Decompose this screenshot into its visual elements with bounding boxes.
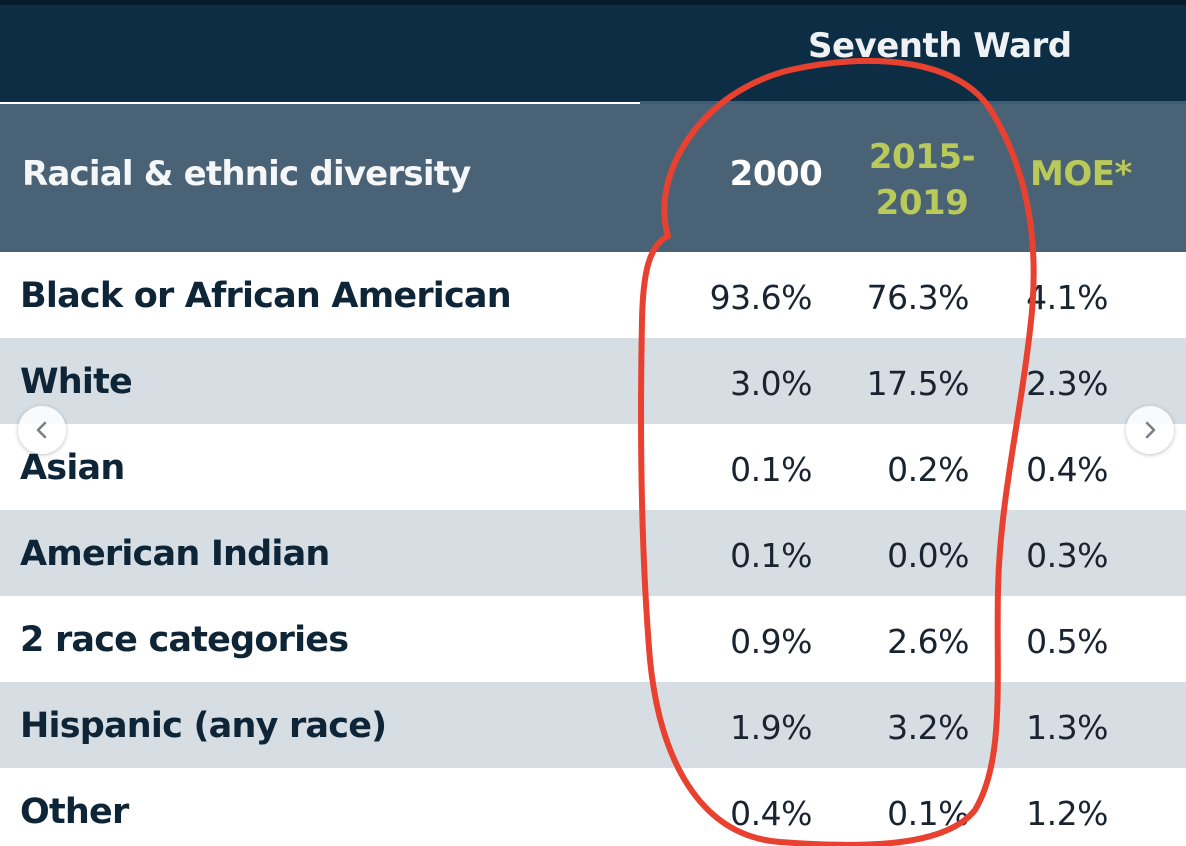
cell-2000: 3.0% xyxy=(730,364,812,403)
carousel-next-button[interactable] xyxy=(1126,406,1174,454)
carousel-prev-button[interactable] xyxy=(18,406,66,454)
cell-2000: 0.4% xyxy=(730,794,812,833)
cell-moe: 0.5% xyxy=(1026,622,1108,661)
table-row: Hispanic (any race) 1.9% 3.2% 1.3% xyxy=(0,682,1186,768)
cell-2015-2019: 17.5% xyxy=(866,364,970,403)
column-header-2015-2019-text: 2015- 2019 xyxy=(868,137,976,223)
cell-2000: 0.1% xyxy=(730,536,812,575)
cell-moe: 0.3% xyxy=(1026,536,1108,575)
cell-2000: 1.9% xyxy=(730,708,812,747)
cell-2015-2019: 0.2% xyxy=(887,450,969,489)
cell-2015-2019: 76.3% xyxy=(866,278,970,317)
column-header-2015-2019: 2015- 2019 xyxy=(852,134,992,226)
cell-moe: 0.4% xyxy=(1026,450,1108,489)
column-header-2000: 2000 xyxy=(729,154,823,194)
table-row: Other 0.4% 0.1% 1.2% xyxy=(0,768,1186,846)
row-label: White xyxy=(20,362,133,402)
row-header-label: Racial & ethnic diversity xyxy=(22,154,471,194)
group-header-title: Seventh Ward xyxy=(808,26,1072,66)
cell-2015-2019: 2.6% xyxy=(887,622,969,661)
cell-moe: 1.3% xyxy=(1026,708,1108,747)
table-row: White 3.0% 17.5% 2.3% xyxy=(0,338,1186,424)
table-row: 2 race categories 0.9% 2.6% 0.5% xyxy=(0,596,1186,682)
group-header-band xyxy=(0,0,1186,102)
cell-2000: 93.6% xyxy=(709,278,813,317)
cell-moe: 2.3% xyxy=(1026,364,1108,403)
cell-2015-2019: 0.1% xyxy=(887,794,969,833)
row-label: Other xyxy=(20,792,129,832)
column-header-moe: MOE* xyxy=(1030,154,1132,194)
cell-moe: 4.1% xyxy=(1026,278,1108,317)
cell-2000: 0.1% xyxy=(730,450,812,489)
cell-2015-2019: 0.0% xyxy=(887,536,969,575)
row-label: Asian xyxy=(20,448,125,488)
row-label: American Indian xyxy=(20,534,330,574)
table-row: Black or African American 93.6% 76.3% 4.… xyxy=(0,252,1186,338)
row-label: 2 race categories xyxy=(20,620,349,660)
cell-moe: 1.2% xyxy=(1026,794,1108,833)
row-label: Hispanic (any race) xyxy=(20,706,387,746)
table-row: American Indian 0.1% 0.0% 0.3% xyxy=(0,510,1186,596)
table-body: Black or African American 93.6% 76.3% 4.… xyxy=(0,252,1186,846)
chevron-left-icon xyxy=(36,421,47,439)
table-row: Asian 0.1% 0.2% 0.4% xyxy=(0,424,1186,510)
row-label: Black or African American xyxy=(20,276,512,316)
chevron-right-icon xyxy=(1145,421,1156,439)
cell-2015-2019: 3.2% xyxy=(887,708,969,747)
cell-2000: 0.9% xyxy=(730,622,812,661)
